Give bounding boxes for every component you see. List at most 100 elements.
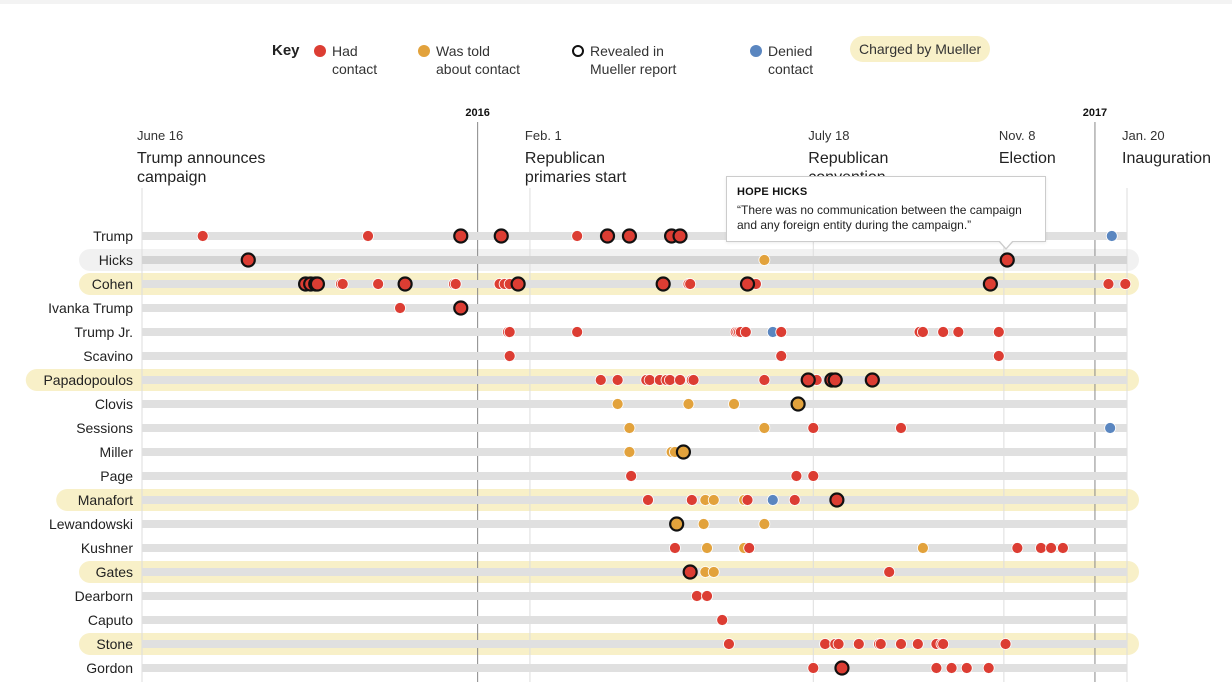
row-label: Kushner [81, 540, 133, 556]
legend-label: Had contact [332, 42, 377, 78]
row-track [142, 616, 1127, 624]
row-track [142, 520, 1127, 528]
revealed-contact-dot [599, 228, 616, 244]
had-contact-dot [449, 278, 462, 290]
revealed-contact-dot [493, 228, 509, 244]
had-contact-dot [807, 662, 820, 674]
event-date-label: June 16 [137, 128, 183, 143]
tooltip-quote: “There was no communication between the … [737, 203, 1022, 232]
row-track [142, 352, 1127, 360]
year-label: 2016 [465, 107, 489, 119]
had-contact-dot [1102, 278, 1115, 290]
row-label: Miller [100, 444, 134, 460]
revealed-contact-dot [453, 228, 469, 244]
row-label: Lewandowski [49, 516, 133, 532]
revealed-contact-dot [864, 372, 880, 388]
row-label: Manafort [78, 492, 133, 508]
event-name-label: Trump announces [137, 150, 265, 167]
event-name-label: campaign [137, 169, 206, 186]
row-label: Page [100, 468, 133, 484]
legend-label-line: Revealed in [590, 43, 664, 59]
was-told-dot [758, 254, 771, 266]
was-told-dot [728, 398, 740, 410]
had-contact-dot [362, 230, 374, 242]
had-contact-dot [895, 638, 907, 650]
revealed-contact-dot [621, 228, 638, 244]
legend-title: Key [272, 42, 300, 59]
had-contact-dot [883, 566, 896, 578]
event-date-label: Nov. 8 [999, 128, 1036, 143]
legend-label-line: Denied [768, 43, 813, 59]
had-contact-dot [664, 374, 676, 386]
row-label: Trump Jr. [74, 324, 133, 340]
revealed-contact-dot [834, 660, 850, 676]
was-told-dot [758, 422, 771, 434]
row-label: Hicks [99, 252, 133, 268]
was-told-dot [623, 422, 636, 434]
row-track [142, 640, 1127, 648]
revealed-contact-dot [453, 300, 469, 316]
event-name-label: Election [999, 150, 1056, 167]
legend-label-line: Mueller report [590, 61, 677, 77]
event-name-label: Republican [808, 150, 888, 167]
had-contact-dot [701, 590, 713, 602]
row-track [142, 496, 1127, 504]
had-contact-dot [992, 326, 1005, 338]
had-contact-dot [1119, 278, 1132, 290]
had-contact-dot [739, 326, 752, 338]
had-contact-dot [625, 470, 638, 482]
had-contact-dot [669, 542, 681, 554]
had-contact-dot [1057, 542, 1069, 554]
had-contact-dot [643, 374, 656, 386]
was-told-dot [707, 494, 720, 506]
event-date-label: Jan. 20 [1122, 128, 1165, 143]
legend-label-line: contact [332, 61, 378, 77]
row-track [142, 304, 1127, 312]
had-contact-dot [642, 494, 654, 506]
red-dot-icon [314, 45, 326, 57]
was-told-dot [697, 518, 710, 530]
revealed-contact-dot [309, 276, 326, 292]
had-contact-dot [571, 326, 584, 338]
had-contact-dot [611, 374, 624, 386]
row-track [142, 592, 1127, 600]
had-contact-dot [196, 230, 209, 242]
revealed-contact-dot [999, 252, 1015, 268]
had-contact-dot [1011, 542, 1024, 554]
legend-label: Denied contact [768, 42, 813, 78]
had-contact-dot [999, 638, 1012, 650]
tooltip: HOPE HICKS “There was no communication b… [726, 176, 1046, 242]
legend-label-line: about contact [436, 61, 521, 77]
was-told-dot [758, 518, 771, 530]
row-label: Gates [96, 564, 133, 580]
had-contact-dot [1035, 542, 1047, 554]
legend-label: Was told about contact [436, 42, 520, 78]
row-label: Dearborn [75, 588, 133, 604]
revealed-contact-dot [790, 396, 806, 412]
legend-label: Revealed in Mueller report [590, 42, 676, 78]
was-told-dot [707, 566, 720, 578]
revealed-contact-dot [800, 372, 816, 388]
year-label: 2017 [1083, 107, 1107, 119]
had-contact-dot [685, 494, 698, 506]
denied-contact-dot [766, 494, 779, 506]
row-label: Caputo [88, 612, 133, 628]
revealed-contact-dot [655, 276, 671, 292]
had-contact-dot [790, 470, 803, 482]
row-label: Trump [93, 228, 133, 244]
had-contact-dot [687, 374, 700, 386]
had-contact-dot [960, 662, 973, 674]
tooltip-arrow-fill [999, 240, 1013, 248]
revealed-contact-dot [675, 444, 692, 460]
denied-contact-dot [1105, 230, 1118, 242]
had-contact-dot [788, 494, 801, 506]
row-label: Clovis [95, 396, 133, 412]
row-track [142, 568, 1127, 576]
had-contact-dot [743, 542, 756, 554]
tooltip-name: HOPE HICKS [737, 186, 808, 198]
was-told-dot [623, 446, 636, 458]
had-contact-dot [716, 614, 729, 626]
legend-label-line: Was told [436, 43, 490, 59]
had-contact-dot [911, 638, 924, 650]
had-contact-dot [819, 638, 831, 650]
